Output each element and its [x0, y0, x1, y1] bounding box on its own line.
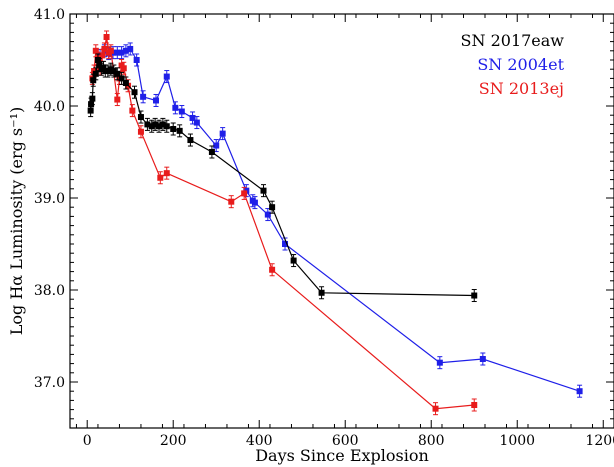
data-point: [153, 97, 160, 104]
data-point: [208, 149, 215, 155]
data-point: [576, 388, 583, 395]
data-point: [137, 128, 144, 135]
plot-content: [87, 30, 583, 416]
data-point: [148, 123, 155, 130]
data-point: [89, 95, 96, 102]
data-point: [107, 66, 114, 73]
data-point: [118, 49, 125, 56]
data-point: [114, 49, 121, 56]
data-point: [101, 45, 108, 52]
data-point: [137, 114, 144, 121]
data-point: [107, 47, 114, 54]
data-point: [90, 77, 97, 84]
series-sn-2013ej: [89, 30, 478, 416]
series-line: [90, 59, 475, 297]
data-point: [127, 45, 134, 52]
x-tick-label: 400: [246, 433, 273, 449]
data-point: [189, 114, 196, 121]
legend-entry: SN 2017eaw: [461, 31, 565, 50]
y-axis-label: Log Hα Luminosity (erg s⁻¹): [7, 107, 26, 335]
series-line: [91, 36, 475, 410]
data-point: [241, 190, 248, 197]
data-point: [479, 356, 486, 362]
data-point: [219, 130, 226, 137]
data-point: [133, 57, 140, 63]
data-point: [282, 241, 289, 247]
y-tick-label: 41.0: [34, 7, 65, 23]
data-point: [92, 70, 99, 77]
x-tick-label: 1200: [585, 433, 614, 449]
data-point: [260, 187, 267, 194]
data-point: [269, 204, 276, 211]
data-point: [163, 73, 170, 80]
data-point: [96, 61, 103, 68]
data-point: [187, 137, 194, 144]
data-point: [172, 104, 179, 111]
y-tick-label: 39.0: [34, 191, 65, 207]
x-tick-label: 800: [418, 433, 445, 449]
data-point: [178, 108, 185, 115]
data-point: [193, 119, 200, 126]
data-point: [92, 47, 99, 54]
data-point: [290, 257, 297, 264]
plot-frame: [69, 13, 614, 429]
y-tick-label: 40.0: [34, 99, 65, 115]
data-point: [176, 127, 183, 134]
data-point: [163, 123, 170, 130]
data-point: [163, 170, 170, 177]
data-point: [251, 199, 258, 206]
data-point: [318, 289, 325, 296]
data-point: [436, 359, 443, 366]
data-point: [213, 142, 220, 149]
data-point: [157, 174, 164, 181]
data-point: [118, 75, 125, 82]
x-tick-label: 200: [160, 433, 187, 449]
data-point: [170, 126, 177, 132]
data-point: [110, 68, 117, 75]
data-point: [228, 198, 235, 205]
data-point: [131, 89, 138, 96]
data-point: [114, 96, 121, 103]
x-axis-label: Days Since Explosion: [255, 446, 429, 465]
data-point: [129, 107, 136, 114]
data-point: [471, 402, 478, 408]
data-point: [104, 68, 111, 75]
x-tick-label: 1000: [499, 433, 535, 449]
axis-ticks: 0 200 400 600 800 1000 1200 37.0 38.0 39.0 40.0 41.…: [34, 7, 614, 449]
data-point: [264, 211, 271, 218]
y-tick-label: 37.0: [34, 375, 65, 391]
data-point: [152, 121, 159, 128]
data-point: [471, 292, 478, 299]
x-tick-label: 0: [83, 433, 92, 449]
data-point: [103, 34, 110, 40]
data-point: [114, 70, 121, 77]
data-point: [156, 123, 163, 130]
legend-entry: SN 2013ej: [479, 79, 564, 98]
x-tick-label: 600: [332, 433, 359, 449]
data-point: [100, 64, 107, 71]
data-point: [269, 266, 276, 273]
data-point: [122, 80, 129, 86]
series-line: [99, 48, 580, 392]
legend: SN 2017eaw SN 2004et SN 2013ej: [461, 31, 565, 98]
data-point: [140, 93, 147, 100]
y-tick-label: 38.0: [34, 283, 65, 299]
data-point: [432, 405, 439, 412]
data-point: [94, 57, 101, 63]
data-point: [144, 121, 151, 128]
data-point: [122, 47, 129, 54]
data-point: [120, 65, 127, 72]
data-point: [159, 121, 166, 128]
series-sn-2017eaw: [87, 53, 478, 303]
legend-entry: SN 2004et: [477, 55, 564, 74]
